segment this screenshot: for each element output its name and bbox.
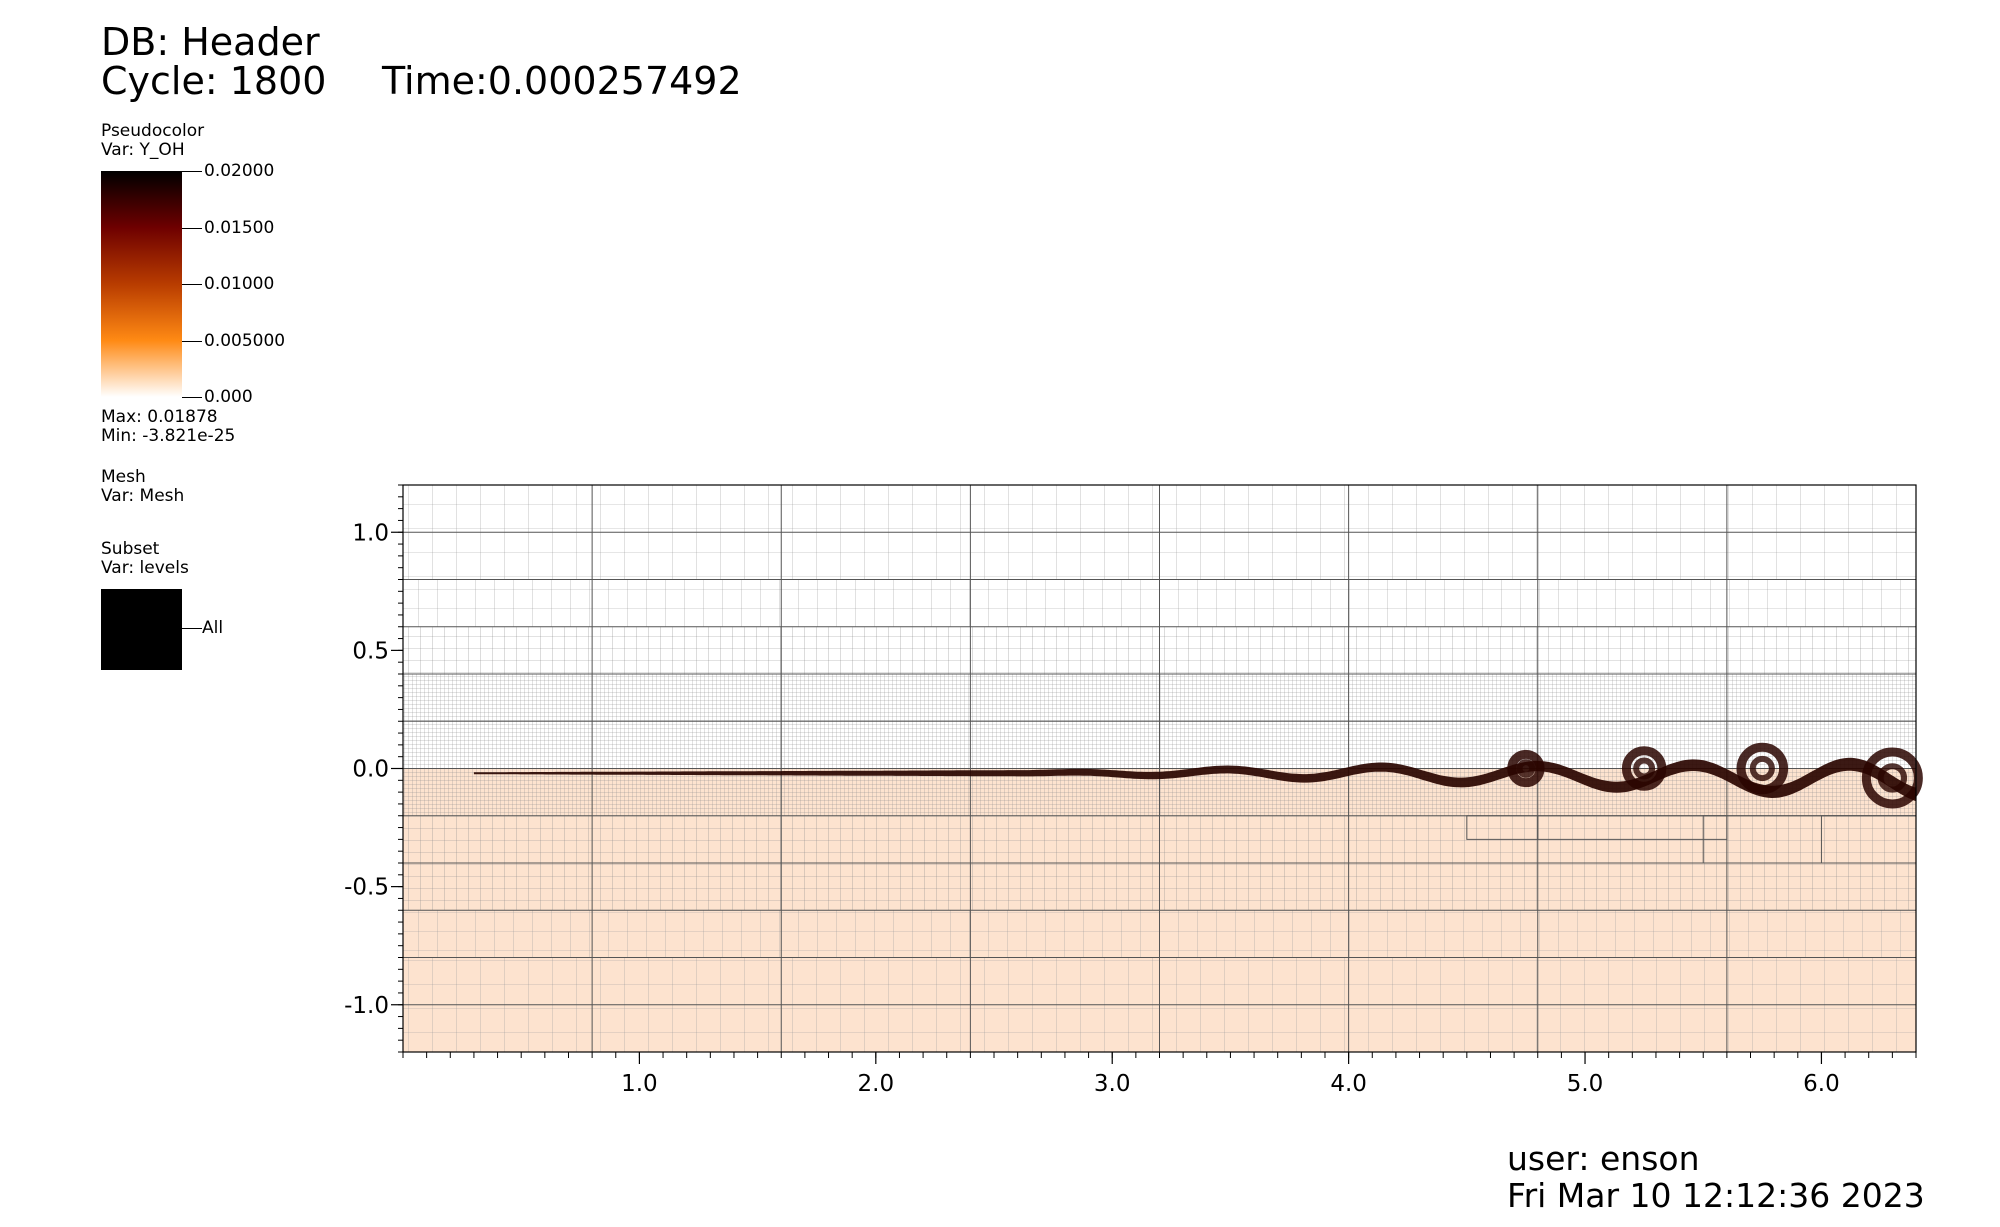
vortex-roll [1736, 742, 1789, 795]
footer-user: user: enson [1507, 1139, 1700, 1178]
vortex-core [1877, 763, 1908, 793]
colorbar-tick-label: 0.01500 [204, 218, 275, 238]
footer-date: Fri Mar 10 12:12:36 2023 [1507, 1176, 1925, 1215]
cycle-label: Cycle: 1800 [101, 59, 327, 103]
vortex-roll [1507, 749, 1545, 788]
colorbar-tick-label: 0.02000 [204, 161, 275, 181]
y-tick-label: 1.0 [352, 520, 389, 546]
vortex-core [1749, 755, 1775, 782]
subset-legend-title: Subset [101, 539, 160, 559]
flame-sheet [473, 757, 1916, 802]
x-tick-label: 6.0 [1803, 1071, 1840, 1097]
mesh-refinement-box [1537, 815, 1728, 840]
y-tick-label: -1.0 [344, 993, 389, 1019]
x-tick-label: 5.0 [1567, 1071, 1604, 1097]
colorbar [101, 171, 182, 397]
vortex-core [1633, 757, 1656, 780]
x-tick-label: 3.0 [1094, 1071, 1131, 1097]
vortex-core [1516, 759, 1536, 778]
colorbar-tick-mark [182, 284, 202, 285]
pseudocolor-legend-var: Var: Y_OH [101, 140, 185, 160]
colorbar-tick-mark [182, 171, 202, 172]
y-tick-label: 0.0 [352, 757, 389, 783]
mesh-layer [403, 485, 1917, 1052]
pseudocolor-max: Max: 0.01878 [101, 407, 218, 427]
mesh-legend-var: Var: Mesh [101, 486, 185, 506]
flame-layer [473, 742, 1923, 809]
subset-item-label: All [202, 618, 224, 638]
vortex-roll [1621, 746, 1667, 791]
x-tick-label: 1.0 [621, 1071, 658, 1097]
pseudocolor-legend-title: Pseudocolor [101, 121, 205, 141]
colorbar-tick-mark [182, 397, 202, 398]
axes-layer: 1.0 2.0 3.0 4.0 5.0 6.0 1.0 0.5 0.0 -0.5 -1.0 [344, 484, 1917, 1097]
colorbar-tick-label: 0.005000 [204, 331, 286, 351]
mesh-legend-title: Mesh [101, 467, 146, 487]
pseudocolor-min: Min: -3.821e-25 [101, 426, 236, 446]
subset-tick [182, 628, 202, 629]
subset-legend-var: Var: levels [101, 558, 189, 578]
y-tick-label: 0.5 [352, 638, 389, 664]
vortex-roll [1861, 747, 1923, 809]
colorbar-tick-label: 0.000 [204, 387, 253, 407]
y-tick-label: -0.5 [344, 875, 389, 901]
time-label: Time:0.000257492 [382, 59, 742, 103]
x-tick-label: 4.0 [1330, 1071, 1367, 1097]
db-title: DB: Header [101, 20, 320, 64]
colorbar-tick-label: 0.01000 [204, 274, 275, 294]
colorbar-tick-mark [182, 341, 202, 342]
x-tick-label: 2.0 [858, 1071, 895, 1097]
subset-swatch [101, 589, 182, 670]
colorbar-tick-mark [182, 228, 202, 229]
